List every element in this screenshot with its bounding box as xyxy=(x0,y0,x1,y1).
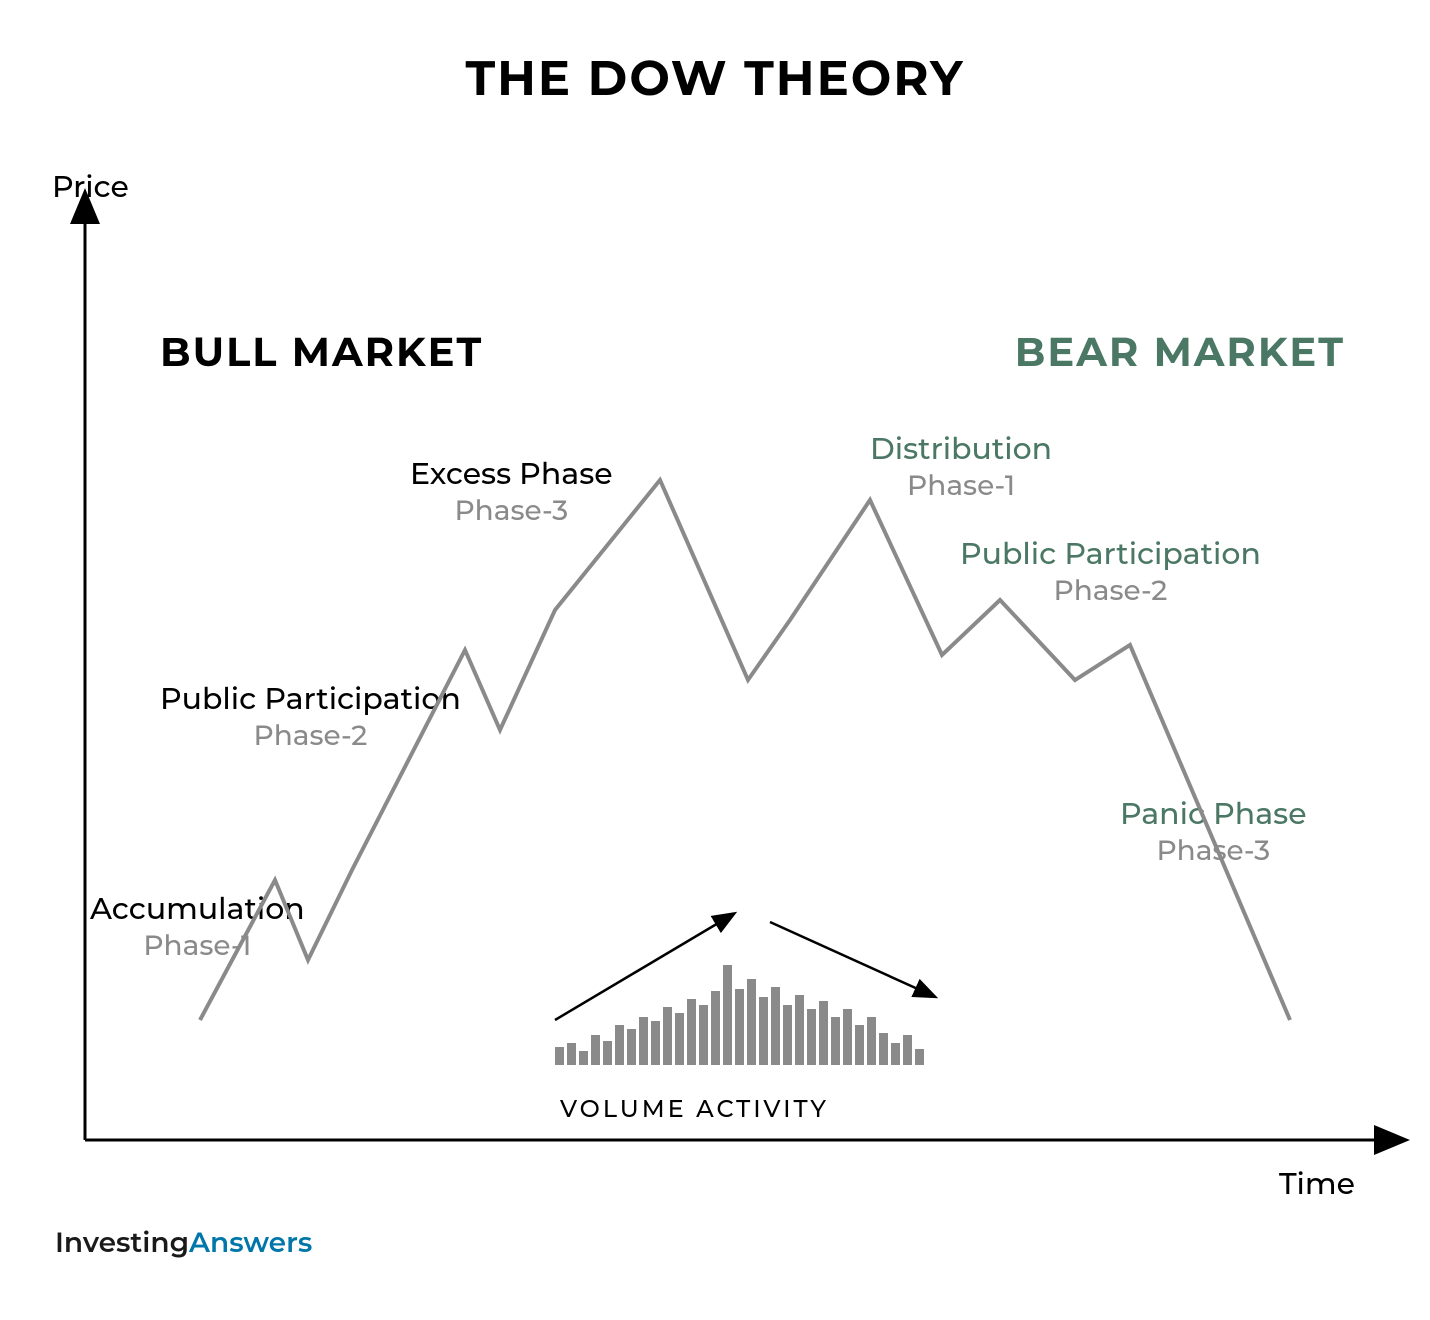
volume-bar xyxy=(723,965,732,1065)
volume-arrow-down-icon xyxy=(770,922,920,990)
volume-bar xyxy=(627,1029,636,1065)
volume-bar xyxy=(663,1007,672,1065)
volume-bar xyxy=(819,1001,828,1065)
volume-bar xyxy=(915,1049,924,1065)
volume-bars-group xyxy=(555,965,924,1065)
volume-bar xyxy=(735,989,744,1065)
volume-bar xyxy=(579,1051,588,1065)
volume-bar xyxy=(615,1025,624,1065)
volume-bar xyxy=(639,1017,648,1065)
volume-bar xyxy=(807,1009,816,1065)
volume-bar xyxy=(855,1025,864,1065)
volume-bar xyxy=(831,1017,840,1065)
volume-bar xyxy=(591,1035,600,1065)
volume-bar xyxy=(879,1033,888,1065)
volume-bar xyxy=(891,1043,900,1065)
volume-bar xyxy=(843,1009,852,1065)
volume-bar xyxy=(651,1021,660,1065)
volume-bar xyxy=(795,995,804,1065)
volume-bar xyxy=(771,987,780,1065)
volume-bar xyxy=(747,979,756,1065)
volume-bar xyxy=(903,1035,912,1065)
volume-bar xyxy=(555,1047,564,1065)
volume-bar xyxy=(567,1043,576,1065)
volume-bar xyxy=(687,999,696,1065)
diagram-container: THE DOW THEORY Price Time BULL MARKET BE… xyxy=(0,0,1430,1320)
volume-svg xyxy=(0,0,1430,1320)
volume-bar xyxy=(699,1005,708,1065)
volume-bar xyxy=(867,1017,876,1065)
volume-bar xyxy=(675,1013,684,1065)
volume-bar xyxy=(759,997,768,1065)
volume-bar xyxy=(711,991,720,1065)
volume-bar xyxy=(783,1005,792,1065)
volume-bar xyxy=(603,1041,612,1065)
